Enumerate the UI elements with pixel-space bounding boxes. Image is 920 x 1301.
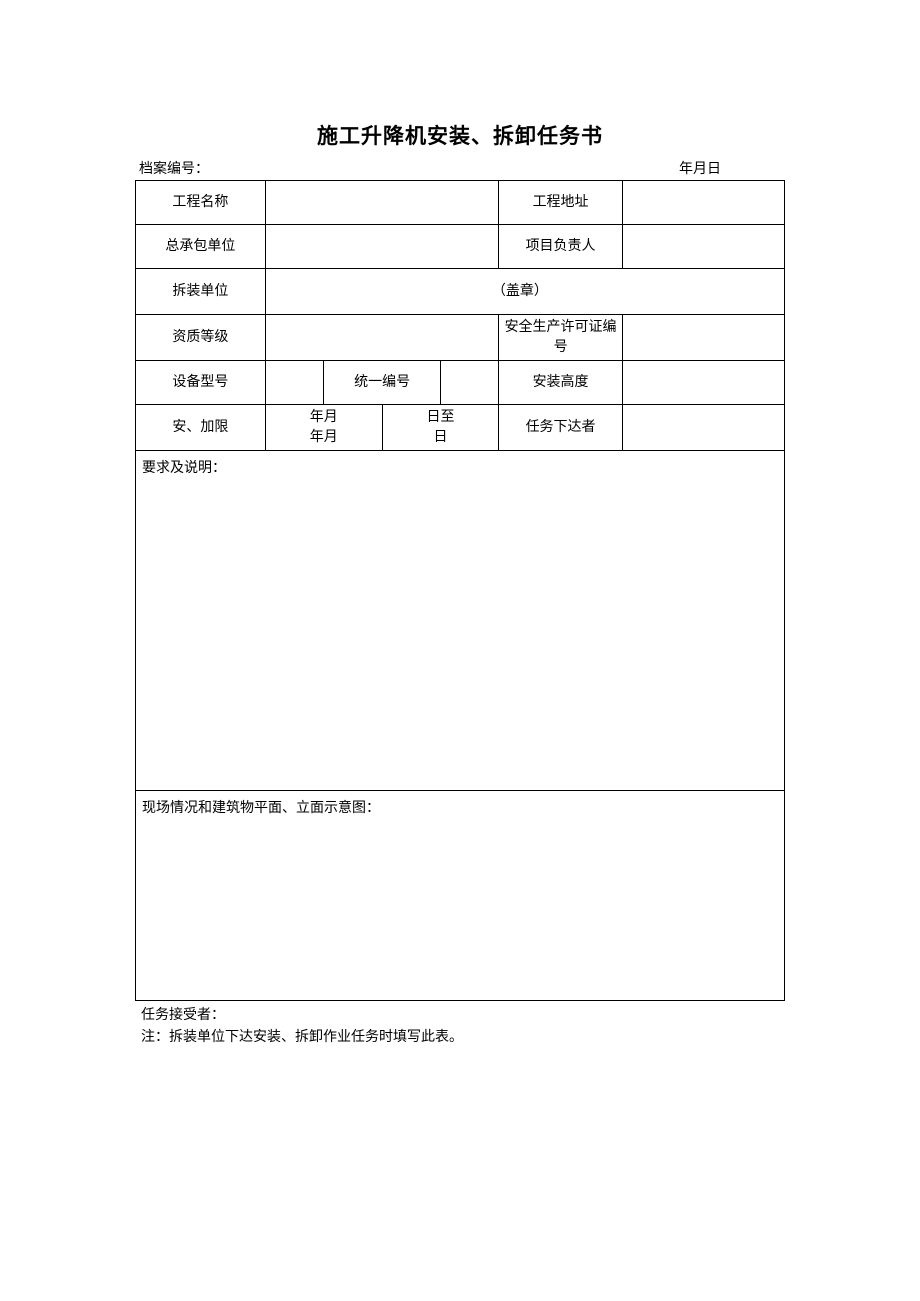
page-container: 施工升降机安装、拆卸任务书 档案编号： 年月日 工程名称 工程地址 总承包单位 … — [0, 0, 920, 1050]
row-project-name: 工程名称 工程地址 — [136, 181, 785, 225]
value-safety-permit-number[interactable] — [622, 315, 784, 361]
value-project-address[interactable] — [622, 181, 784, 225]
footer-note: 注：拆装单位下达安装、拆卸作业任务时填写此表。 — [141, 1027, 779, 1049]
file-number-label: 档案编号： — [139, 158, 209, 178]
requirements-cell[interactable]: 要求及说明： — [136, 451, 785, 791]
label-equipment-model: 设备型号 — [136, 361, 266, 405]
label-install-unit: 拆装单位 — [136, 269, 266, 315]
value-qualification-level[interactable] — [265, 315, 499, 361]
footer-block: 任务接受者： 注：拆装单位下达安装、拆卸作业任务时填写此表。 — [135, 1001, 785, 1050]
document-title: 施工升降机安装、拆卸任务书 — [135, 120, 785, 150]
label-install-height: 安装高度 — [499, 361, 622, 405]
label-qualification-level: 资质等级 — [136, 315, 266, 361]
label-project-manager: 项目负责人 — [499, 225, 622, 269]
row-requirements: 要求及说明： — [136, 451, 785, 791]
form-table: 工程名称 工程地址 总承包单位 项目负责人 拆装单位 （盖章） 资质等级 安全生… — [135, 180, 785, 1001]
label-general-contractor: 总承包单位 — [136, 225, 266, 269]
value-task-issuer[interactable] — [622, 405, 784, 451]
row-equipment: 设备型号 统一编号 安装高度 — [136, 361, 785, 405]
requirements-label: 要求及说明： — [142, 461, 226, 476]
label-task-issuer: 任务下达者 — [499, 405, 622, 451]
diagram-cell[interactable]: 现场情况和建筑物平面、立面示意图： — [136, 791, 785, 1001]
value-date-right[interactable]: 日至 日 — [382, 405, 499, 451]
value-project-name[interactable] — [265, 181, 499, 225]
label-schedule: 安、加限 — [136, 405, 266, 451]
recipient-label: 任务接受者： — [141, 1005, 779, 1027]
header-row: 档案编号： 年月日 — [135, 158, 785, 178]
row-diagram: 现场情况和建筑物平面、立面示意图： — [136, 791, 785, 1001]
row-schedule: 安、加限 年月 年月 日至 日 任务下达者 — [136, 405, 785, 451]
value-general-contractor[interactable] — [265, 225, 499, 269]
row-contractor: 总承包单位 项目负责人 — [136, 225, 785, 269]
label-project-address: 工程地址 — [499, 181, 622, 225]
label-unified-number: 统一编号 — [324, 361, 441, 405]
row-install-unit: 拆装单位 （盖章） — [136, 269, 785, 315]
value-install-height[interactable] — [622, 361, 784, 405]
row-qualification: 资质等级 安全生产许可证编号 — [136, 315, 785, 361]
diagram-label: 现场情况和建筑物平面、立面示意图： — [142, 801, 380, 816]
label-safety-permit-number: 安全生产许可证编号 — [499, 315, 622, 361]
value-date-left[interactable]: 年月 年月 — [265, 405, 382, 451]
value-install-unit-seal[interactable]: （盖章） — [265, 269, 784, 315]
value-project-manager[interactable] — [622, 225, 784, 269]
value-unified-number[interactable] — [441, 361, 499, 405]
label-project-name: 工程名称 — [136, 181, 266, 225]
date-label: 年月日 — [679, 158, 781, 178]
value-equipment-model[interactable] — [265, 361, 323, 405]
